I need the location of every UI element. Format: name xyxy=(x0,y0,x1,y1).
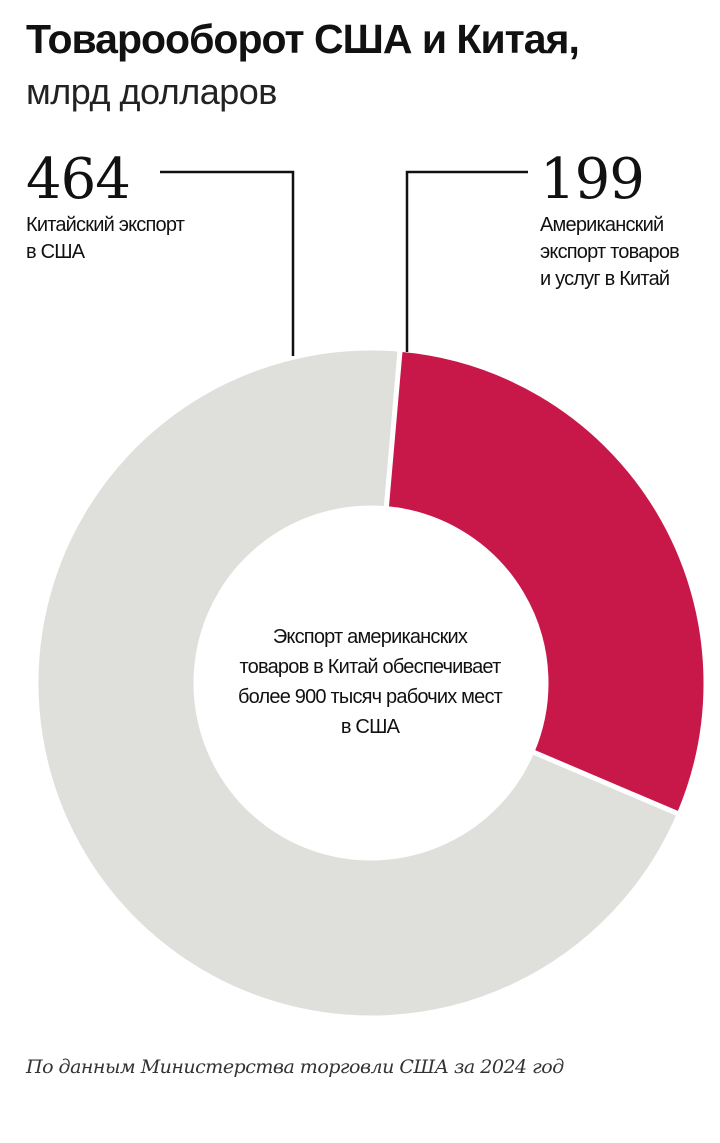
value-label-us-export: 199 xyxy=(540,147,645,212)
category-label-line: в США xyxy=(26,241,85,263)
leader-lines xyxy=(160,170,528,356)
center-note-line: более 900 тысяч рабочих мест xyxy=(237,686,503,708)
source-note: По данным Министерства торговли США за 2… xyxy=(26,1056,564,1078)
leader-line-us-export xyxy=(405,170,528,352)
center-note: Экспорт американских товаров в Китай обе… xyxy=(200,622,540,742)
category-label-line: Американский xyxy=(540,214,664,236)
category-label-us-export: Американский экспорт товаров и услуг в К… xyxy=(540,212,720,293)
center-note-line: в США xyxy=(340,716,400,738)
category-label-line: экспорт товаров xyxy=(540,241,680,263)
donut-slices xyxy=(33,345,709,1021)
center-note-line: Экспорт американских xyxy=(272,626,468,648)
leader-line-china-export xyxy=(160,170,295,356)
category-label-china-export: Китайский экспорт в США xyxy=(26,212,256,266)
center-note-line: товаров в Китай обеспечивает xyxy=(239,656,502,678)
chart-subtitle: млрд долларов xyxy=(26,71,277,112)
category-label-line: и услуг в Китай xyxy=(540,268,670,290)
value-label-china-export: 464 xyxy=(26,147,131,212)
slice-china-export xyxy=(33,345,683,1021)
category-label-line: Китайский экспорт xyxy=(26,214,185,236)
chart-title: Товарооборот США и Китая, xyxy=(26,16,580,62)
slice-us-export xyxy=(383,346,709,818)
